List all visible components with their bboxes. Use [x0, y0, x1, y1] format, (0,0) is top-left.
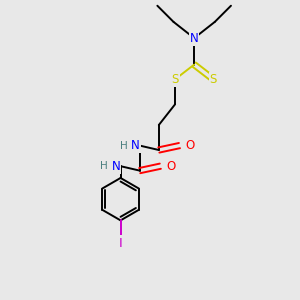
Text: O: O [166, 160, 175, 173]
Text: N: N [190, 32, 199, 45]
Text: S: S [171, 73, 179, 86]
Text: N: N [131, 139, 140, 152]
Text: H: H [120, 141, 128, 151]
Text: I: I [119, 236, 122, 250]
Text: S: S [210, 73, 217, 86]
Text: O: O [185, 139, 194, 152]
Text: H: H [100, 161, 108, 171]
Text: N: N [112, 160, 121, 173]
